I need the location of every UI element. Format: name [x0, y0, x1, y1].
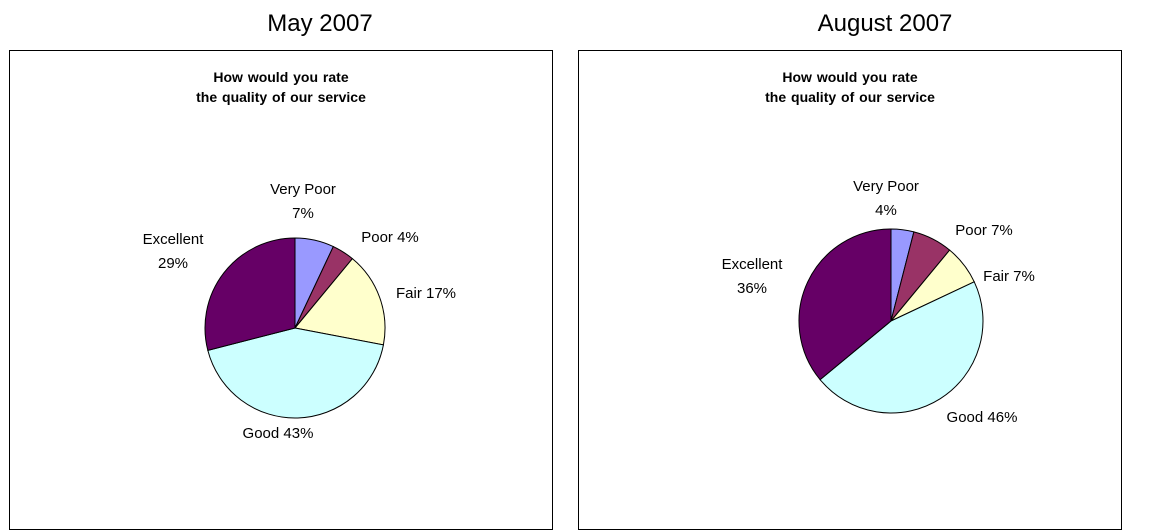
- pie-slice-good: [819, 281, 984, 414]
- slice-label-fair: Fair 7%: [983, 268, 1035, 285]
- chart-title-line-1: How would you rate: [213, 69, 349, 85]
- slice-label-fair: Fair 17%: [396, 285, 456, 302]
- slice-label-poor: Poor 7%: [955, 222, 1013, 239]
- slice-label-name: Excellent: [143, 231, 205, 248]
- pie-slice-good: [207, 327, 384, 419]
- chart-frame-may: How would you rate the quality of our se…: [9, 50, 553, 530]
- slice-label-name: Excellent: [722, 256, 784, 273]
- slice-label-very-poor: Very Poor 7%: [270, 181, 336, 222]
- pie-slice-fair: [294, 257, 386, 346]
- slice-label-very-poor: Very Poor 4%: [853, 178, 919, 219]
- chart-title-line-2: the quality of our service: [196, 89, 366, 105]
- slice-label-name: Very Poor: [270, 181, 336, 198]
- chart-title-line-1: How would you rate: [782, 69, 918, 85]
- pie-slice-excellent: [204, 237, 296, 351]
- slice-label-good: Good 46%: [947, 409, 1018, 426]
- pie-slices: [798, 228, 984, 414]
- chart-title-line-2: the quality of our service: [765, 89, 935, 105]
- chart-title-may: How would you rate the quality of our se…: [10, 67, 552, 107]
- slice-label-value: 4%: [875, 202, 897, 219]
- period-title-may: May 2007: [267, 10, 373, 37]
- slice-label-poor: Poor 4%: [361, 229, 419, 246]
- pie-chart-may: Very Poor 7% Poor 4% Fair 17% Good 43% Excell…: [143, 181, 456, 442]
- chart-frame-august: How would you rate the quality of our se…: [578, 50, 1122, 530]
- slice-label-excellent: Excellent 36%: [722, 256, 784, 297]
- pie-slice-excellent: [798, 228, 892, 381]
- slice-label-value: 7%: [292, 205, 314, 222]
- pie-slices: [204, 237, 386, 419]
- pie-chart-august: Very Poor 4% Poor 7% Fair 7% Good 46% Excelle…: [722, 178, 1035, 426]
- slice-label-excellent: Excellent 29%: [143, 231, 205, 272]
- slice-label-name: Very Poor: [853, 178, 919, 195]
- slice-label-good: Good 43%: [243, 425, 314, 442]
- period-title-august: August 2007: [817, 10, 953, 37]
- slice-label-value: 36%: [737, 280, 767, 297]
- chart-title-august: How would you rate the quality of our se…: [579, 67, 1121, 107]
- slice-label-value: 29%: [158, 255, 188, 272]
